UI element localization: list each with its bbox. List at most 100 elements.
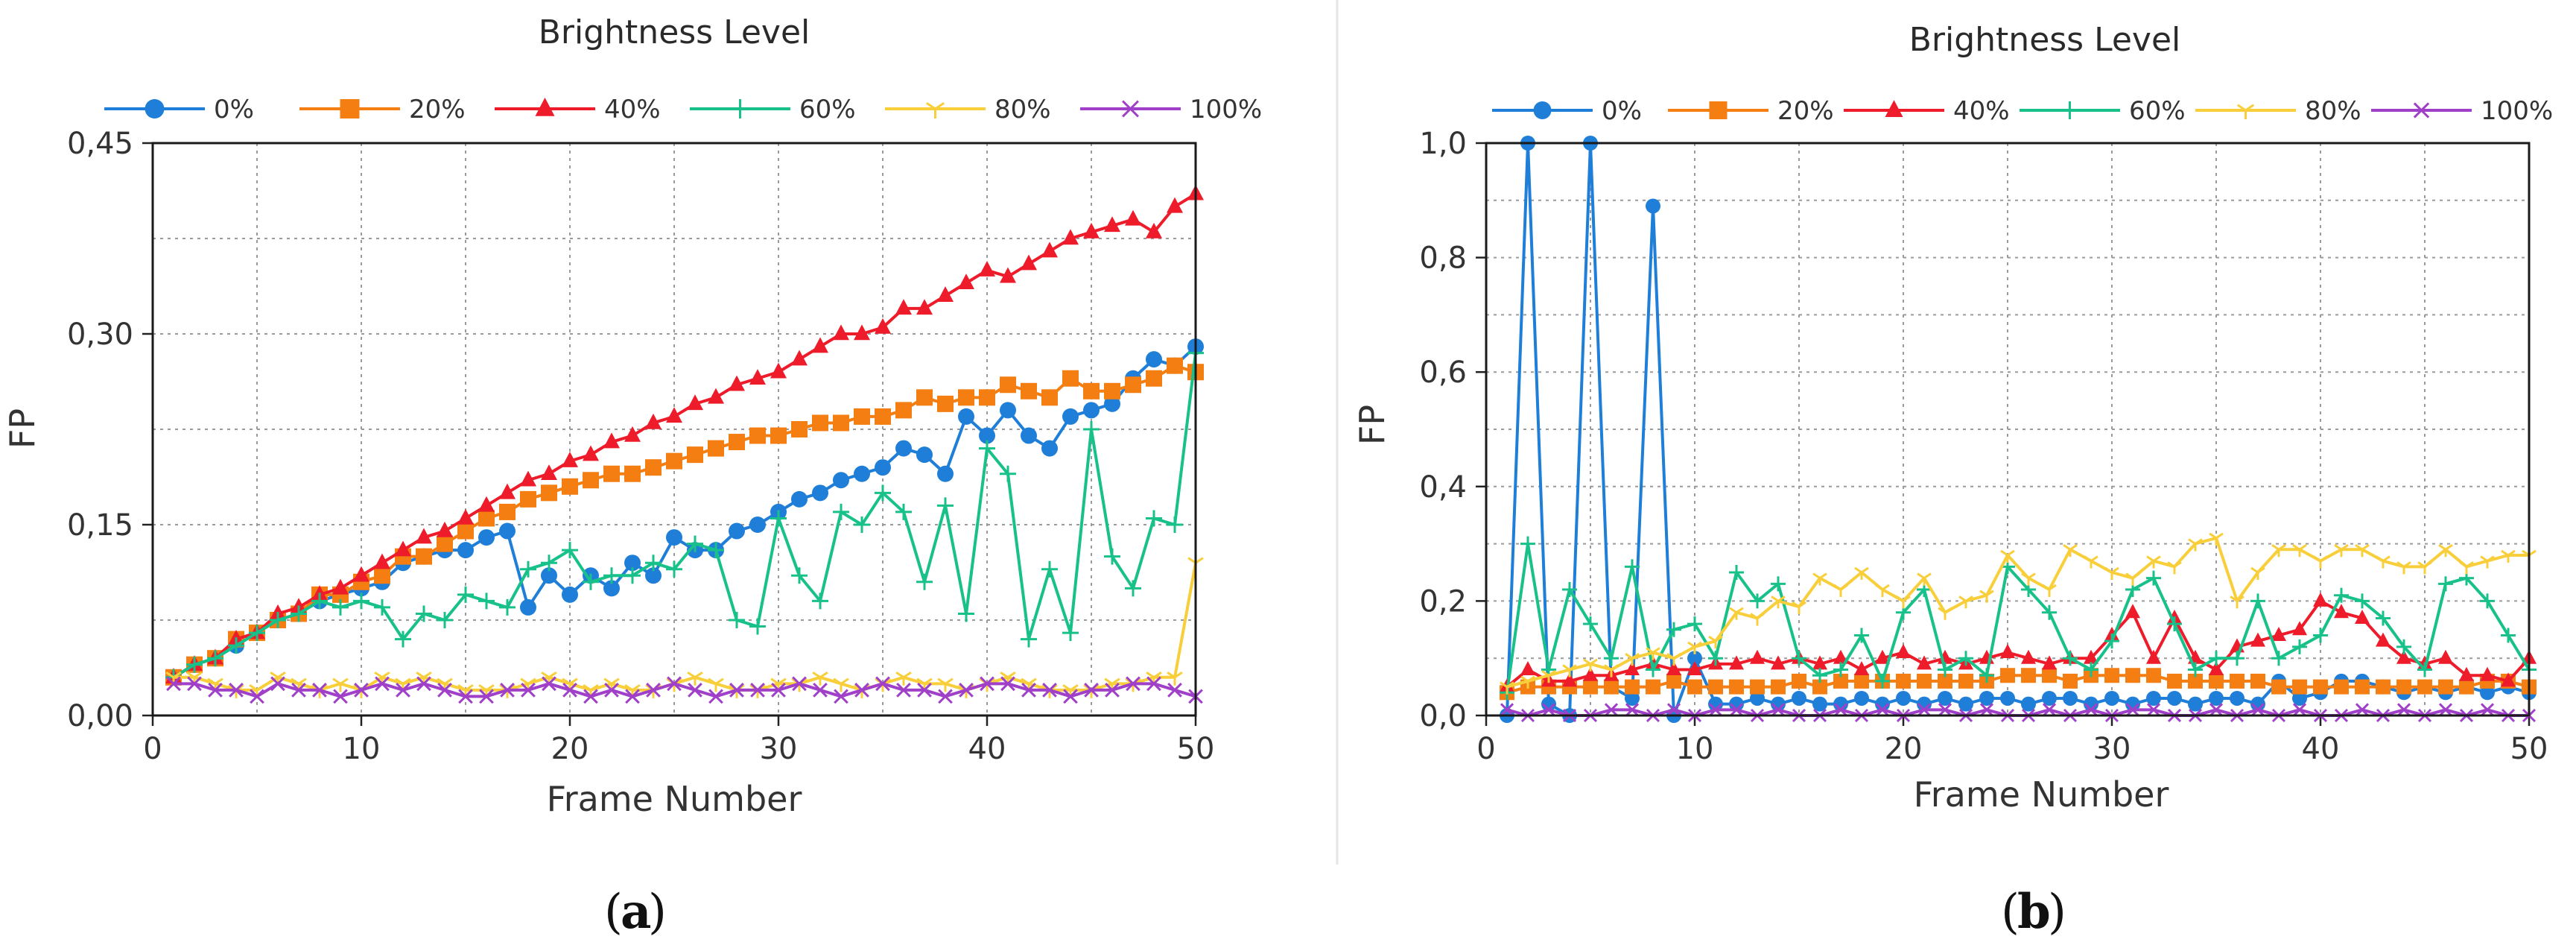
chart-b-point-40pct	[1687, 661, 1702, 676]
chart-a-legend-label-40pct: 40%	[604, 95, 661, 124]
chart-a-point-20pct	[1083, 382, 1100, 399]
chart-b-point-80pct	[2104, 566, 2119, 580]
chart-b-point-100pct	[1666, 703, 1681, 717]
chart-b-point-60pct	[2209, 651, 2224, 666]
chart-a-point-40pct	[1146, 222, 1162, 238]
chart-b-point-60pct	[1875, 673, 1890, 689]
chart-a-point-40pct	[1167, 197, 1183, 213]
chart-b-point-60pct	[1520, 536, 1535, 552]
chart-b-point-80pct	[2209, 532, 2224, 546]
chart-b-point-60pct	[2480, 593, 2495, 609]
chart-b-point-60pct	[1750, 593, 1765, 609]
chart-b-point-60pct	[2271, 651, 2286, 666]
chart-b-point-20pct	[2396, 679, 2411, 695]
chart-a-x-tick-label: 20	[551, 732, 589, 766]
chart-a-point-20pct	[1167, 357, 1183, 374]
chart-b-point-0pct	[1854, 690, 1869, 706]
chart-b-point-40pct	[2146, 649, 2161, 664]
chart-b-point-60pct	[1625, 559, 1640, 575]
chart-a-title: Brightness Level	[539, 13, 810, 51]
chart-a-series-line-80pct	[174, 562, 1197, 692]
chart-b-legend-item-0pct: 0%	[1492, 96, 1642, 126]
chart-b-point-20pct	[1958, 673, 1973, 689]
chart-b-point-0pct	[2480, 685, 2495, 701]
chart-a-legend-marker-20pct	[340, 99, 360, 119]
chart-b-point-100pct	[1875, 703, 1890, 717]
chart-b-point-40pct	[1625, 661, 1640, 676]
chart-a-point-60pct	[395, 631, 411, 648]
chart-a-point-40pct	[583, 445, 599, 461]
chart-a-axes-frame	[151, 142, 1197, 717]
chart-b-y-axis-label: FP	[1352, 405, 1392, 445]
chart-a-point-0pct	[916, 446, 933, 464]
chart-a-point-0pct	[499, 522, 515, 540]
chart-a-legend-label-100pct: 100%	[1190, 95, 1262, 124]
chart-b-point-80pct	[1854, 566, 1869, 580]
chart-b-point-60pct	[2355, 593, 2370, 609]
chart-b-point-20pct	[1854, 673, 1869, 689]
chart-b-point-40pct	[1750, 649, 1765, 664]
chart-a-point-100pct	[437, 683, 452, 698]
chart-a-point-20pct	[457, 522, 474, 540]
chart-a-point-20pct	[1000, 376, 1016, 394]
chart-a-point-60pct	[916, 573, 933, 590]
chart-a-point-20pct	[520, 490, 536, 508]
chart-a-point-60pct	[958, 605, 974, 622]
chart-a-point-100pct	[1084, 683, 1099, 698]
chart-a-point-40pct	[937, 286, 954, 303]
chart-a-point-40pct	[666, 407, 682, 423]
chart-b-point-100pct	[1541, 703, 1556, 717]
chart-b-point-20pct	[1583, 679, 1598, 695]
chart-a-point-100pct	[500, 683, 515, 698]
chart-b-point-80pct	[1625, 652, 1640, 666]
chart-b-point-0pct	[1541, 696, 1556, 712]
chart-a-point-60pct	[520, 560, 536, 578]
chart-b-point-80pct	[2063, 544, 2078, 557]
chart-a-point-100pct	[771, 683, 786, 698]
chart-a-point-40pct	[353, 566, 369, 582]
chart-b-point-80pct	[1520, 675, 1535, 689]
chart-b-point-100pct	[1708, 703, 1723, 717]
chart-b-legend-label-60pct: 60%	[2129, 96, 2186, 126]
chart-a-point-20pct	[791, 421, 808, 437]
chart-a-point-80pct	[1167, 671, 1183, 686]
chart-b-point-20pct	[1708, 679, 1723, 695]
chart-a-point-60pct	[603, 567, 620, 584]
chart-b-point-20pct	[2146, 668, 2161, 683]
chart-a-y-tick-label: 0,45	[67, 127, 133, 161]
chart-b-point-60pct	[1938, 662, 1952, 677]
chart-b-point-40pct	[2459, 666, 2474, 681]
chart-a-point-60pct	[374, 598, 390, 616]
chart-b-series-80pct	[1500, 532, 2537, 695]
chart-a-x-tick-label: 50	[1177, 732, 1215, 766]
chart-b-point-0pct	[1917, 696, 1932, 712]
chart-a-point-0pct	[520, 598, 536, 616]
chart-b-x-tick-label: 0	[1476, 732, 1495, 766]
chart-b-point-0pct	[2292, 690, 2307, 706]
chart-a-point-0pct	[478, 529, 495, 546]
chart-b-legend-marker-20pct	[1709, 101, 1728, 119]
chart-b-point-0pct	[1833, 696, 1848, 712]
chart-a-point-20pct	[583, 472, 599, 489]
chart-a-point-20pct	[749, 427, 766, 444]
chart-a-point-100pct	[688, 683, 702, 698]
chart-a-point-60pct	[812, 593, 828, 610]
chart-a-legend-label-80pct: 80%	[994, 95, 1051, 124]
chart-a-point-100pct	[938, 689, 953, 704]
chart-b-legend-label-40pct: 40%	[1953, 96, 2010, 126]
chart-b-point-60pct	[1666, 622, 1681, 637]
chart-b-point-80pct	[1812, 572, 1827, 586]
chart-a-point-60pct	[937, 497, 954, 514]
chart-b-point-20pct	[2021, 668, 2036, 683]
chart-b-point-100pct	[1500, 703, 1514, 717]
chart-a-point-60pct	[1062, 625, 1079, 642]
chart-b-point-20pct	[2292, 679, 2307, 695]
chart-b-point-40pct	[2084, 649, 2098, 664]
chart-b-point-0pct	[2188, 696, 2203, 712]
chart-b-point-40pct	[1562, 672, 1577, 687]
chart-a-point-60pct	[979, 440, 995, 457]
chart-a-point-100pct	[187, 676, 202, 692]
chart-a-point-20pct	[1104, 382, 1120, 399]
chart-a-point-80pct	[895, 671, 912, 686]
chart-a-point-80pct	[812, 671, 828, 686]
